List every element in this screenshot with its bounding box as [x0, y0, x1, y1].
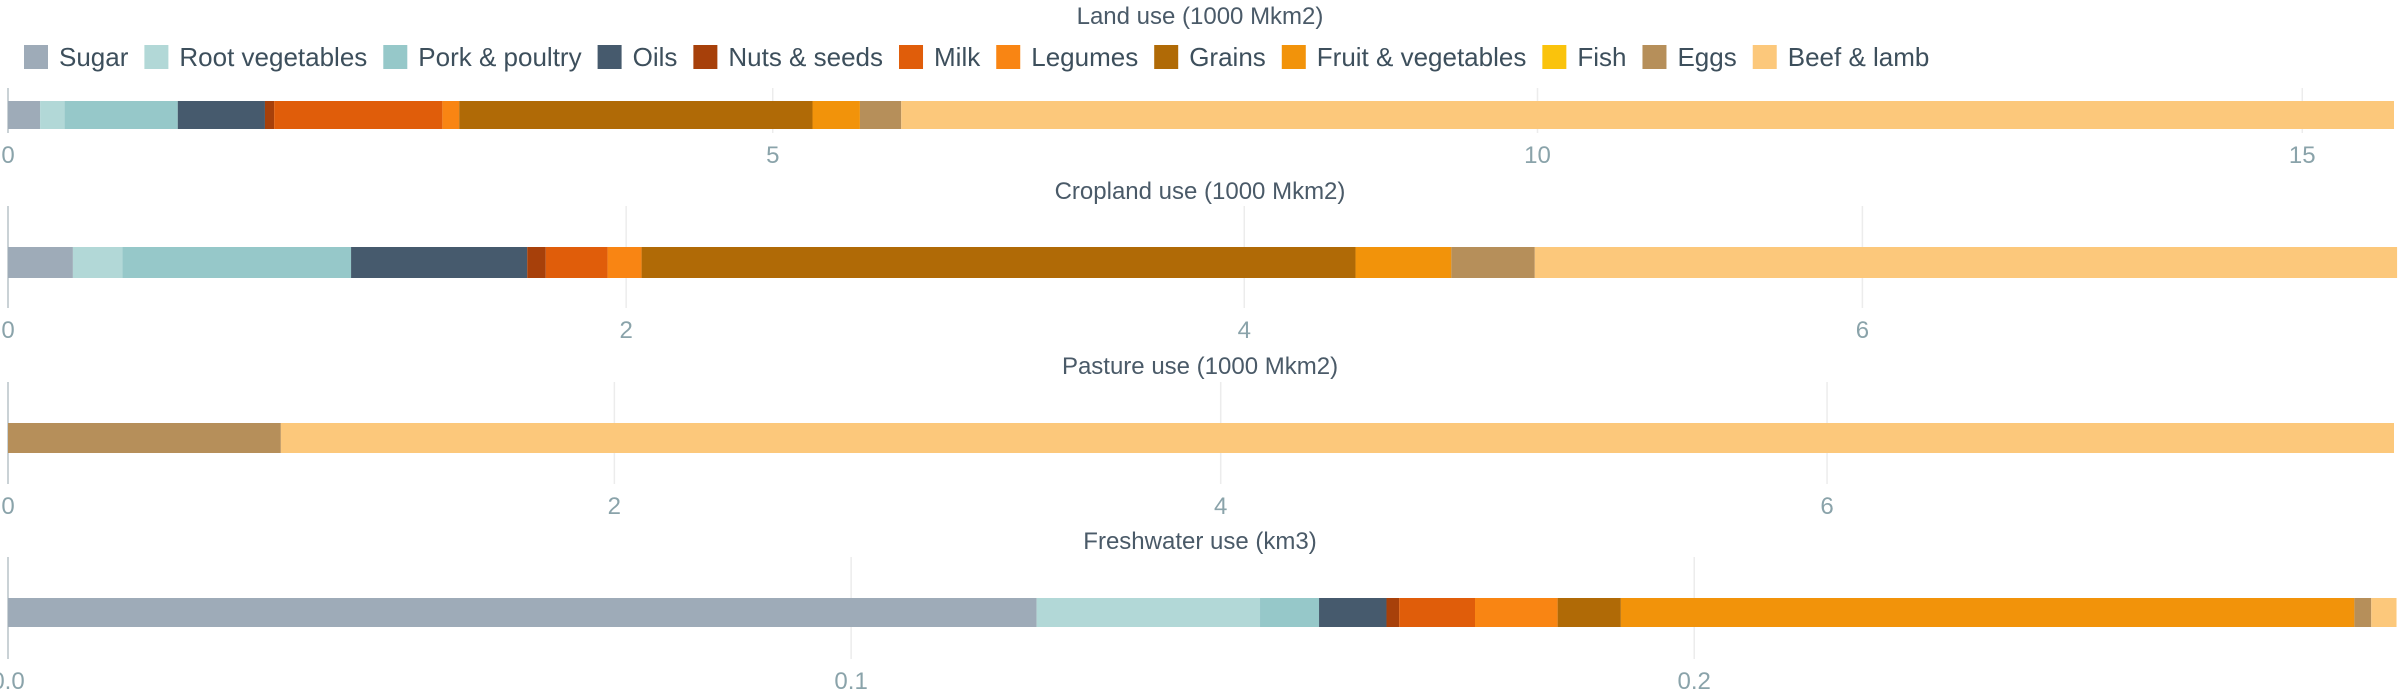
bar-segment-3-3	[1319, 598, 1387, 627]
tick-label-2-3: 6	[1820, 493, 1833, 520]
tick-label-1-1: 2	[619, 317, 632, 344]
bar-segment-1-1	[72, 247, 123, 278]
tick-label-2-2: 4	[1214, 493, 1227, 520]
legend-label-3: Oils	[633, 42, 678, 72]
legend-label-4: Nuts & seeds	[728, 42, 883, 72]
bar-segment-0-6	[442, 101, 460, 129]
legend-swatch-1	[144, 45, 169, 69]
panel-title-1: Cropland use (1000 Mkm2)	[1055, 178, 1346, 205]
legend-label-8: Fruit & vegetables	[1317, 42, 1527, 72]
tick-label-1-0: 0	[1, 317, 14, 344]
tick-label-3-2: 0.2	[1678, 668, 1711, 695]
tick-label-0-0: 0	[1, 142, 14, 169]
legend-swatch-5	[899, 45, 924, 69]
panel-title-3: Freshwater use (km3)	[1083, 528, 1316, 555]
bar-segment-2-10	[8, 423, 281, 453]
bar-segment-3-2	[1260, 598, 1320, 627]
legend-swatch-7	[1154, 45, 1179, 69]
tick-label-0-2: 10	[1524, 142, 1551, 169]
tick-label-0-1: 5	[766, 142, 779, 169]
bar-segment-0-0	[8, 101, 41, 129]
bar-segment-0-3	[177, 101, 265, 129]
bar-segment-0-8	[812, 101, 860, 129]
bar-segment-1-3	[351, 247, 528, 278]
bar-segment-0-11	[901, 101, 2395, 129]
legend-label-5: Milk	[934, 42, 981, 72]
bar-segment-2-11	[280, 423, 2395, 453]
bar-segment-3-6	[1475, 598, 1558, 627]
tick-label-0-3: 15	[2289, 142, 2316, 169]
legend-swatch-0	[24, 45, 48, 69]
tick-label-2-0: 0	[1, 493, 14, 520]
bar-segment-0-4	[264, 101, 275, 129]
panel-title-2: Pasture use (1000 Mkm2)	[1062, 353, 1338, 380]
bar-segment-1-6	[607, 247, 642, 278]
bar-segment-0-5	[274, 101, 443, 129]
bar-segment-0-2	[64, 101, 178, 129]
bar-segment-3-10	[2354, 598, 2372, 627]
bar-segment-3-5	[1399, 598, 1476, 627]
bar-segment-0-7	[459, 101, 813, 129]
legend-swatch-8	[1281, 45, 1306, 69]
legend-label-9: Fish	[1577, 42, 1626, 72]
bar-segment-3-7	[1557, 598, 1621, 627]
legend-swatch-3	[597, 45, 622, 69]
bar-segment-1-8	[1355, 247, 1452, 278]
legend-label-0: Sugar	[59, 42, 129, 72]
bar-segment-1-0	[8, 247, 73, 278]
bar-segment-3-11	[2371, 598, 2397, 627]
bar-segment-3-8	[1620, 598, 2355, 627]
legend-swatch-11	[1752, 45, 1777, 69]
legend-swatch-2	[383, 45, 408, 69]
tick-label-3-0: 0.0	[0, 668, 25, 695]
tick-label-2-1: 2	[608, 493, 621, 520]
bar-segment-1-4	[527, 247, 546, 278]
tick-label-3-1: 0.1	[834, 668, 867, 695]
bar-segment-3-1	[1036, 598, 1261, 627]
bar-segment-0-1	[40, 101, 65, 129]
legend-label-10: Eggs	[1677, 42, 1736, 72]
bar-segment-1-11	[1534, 247, 2398, 278]
panel-title-0: Land use (1000 Mkm2)	[1077, 3, 1324, 30]
legend-swatch-4	[693, 45, 718, 69]
legend-swatch-9	[1542, 45, 1567, 69]
bar-segment-3-4	[1386, 598, 1400, 627]
bar-segment-0-10	[859, 101, 902, 129]
tick-label-1-2: 4	[1238, 317, 1251, 344]
bar-segment-1-2	[122, 247, 352, 278]
legend-label-1: Root vegetables	[179, 42, 367, 72]
legend-label-6: Legumes	[1031, 42, 1138, 72]
legend-label-2: Pork & poultry	[418, 42, 581, 72]
legend-swatch-6	[996, 45, 1021, 69]
bar-segment-1-5	[545, 247, 608, 278]
bar-segment-1-7	[641, 247, 1356, 278]
bar-segment-3-0	[8, 598, 1037, 627]
legend-swatch-10	[1642, 45, 1667, 69]
legend-label-7: Grains	[1189, 42, 1266, 72]
legend-label-11: Beef & lamb	[1788, 42, 1930, 72]
bar-segment-1-10	[1451, 247, 1535, 278]
tick-label-1-3: 6	[1856, 317, 1869, 344]
